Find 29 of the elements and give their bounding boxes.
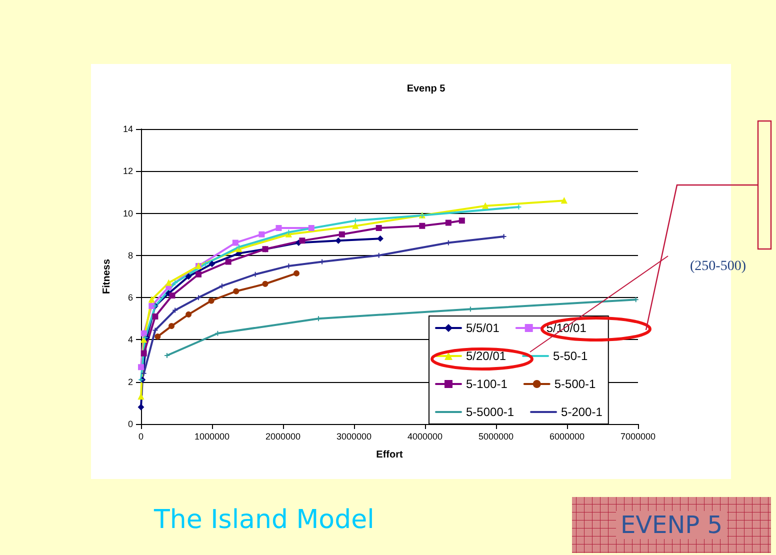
text: (250-500) [689, 259, 747, 274]
legend-label: 5-500-1 [554, 377, 596, 391]
x-tick-label: 4000000 [407, 432, 443, 442]
x-tick-label: 7000000 [620, 432, 656, 442]
x-axis-title: Effort [376, 450, 404, 460]
x-tick-label: 0 [138, 432, 144, 442]
x-tick-label: 6000000 [549, 432, 585, 442]
text: The Island Model [152, 505, 376, 535]
x-tick-label: 2000000 [265, 432, 301, 442]
y-tick-label: 4 [128, 334, 133, 345]
legend-label: 5-50-1 [553, 349, 588, 363]
legend-label: 5/20/01 [466, 349, 506, 363]
legend-label: 5-5000-1 [466, 405, 514, 419]
legend-label: 5-200-1 [561, 405, 603, 419]
legend-label: 5/5/01 [466, 321, 500, 335]
y-tick-label: 8 [128, 250, 133, 260]
legend-label: 5-100-1 [466, 377, 508, 391]
y-tick-label: 14 [122, 124, 133, 134]
y-tick-label: 2 [128, 376, 133, 387]
y-tick-label: 6 [128, 292, 133, 303]
y-tick-label: 0 [128, 419, 133, 429]
y-axis-title: Fitness [102, 258, 113, 294]
y-tick-label: 10 [122, 208, 133, 218]
x-tick-label: 1000000 [194, 432, 230, 442]
chart-title: Evenp 5 [406, 84, 446, 94]
text: EVENP 5 [616, 511, 727, 539]
y-tick-label: 12 [122, 166, 133, 176]
x-tick-label: 3000000 [336, 432, 372, 442]
x-tick-label: 5000000 [478, 432, 514, 442]
